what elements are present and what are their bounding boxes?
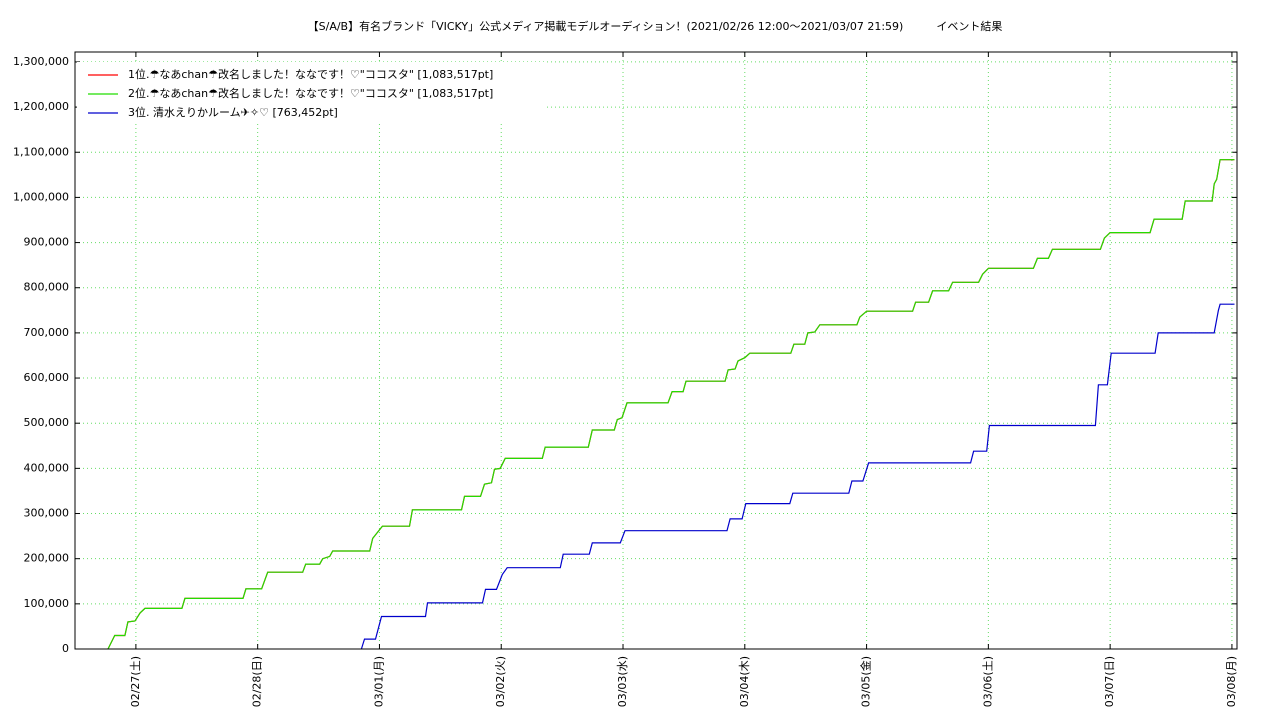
y-tick-label: 600,000 — [24, 371, 70, 384]
y-tick-label: 900,000 — [24, 236, 70, 249]
x-tick-label: 02/27(土) — [129, 656, 142, 707]
x-tick-label: 03/08(月) — [1225, 656, 1238, 707]
y-tick-label: 200,000 — [24, 552, 70, 565]
y-tick-label: 1,100,000 — [13, 145, 69, 158]
y-tick-label: 1,000,000 — [13, 190, 69, 203]
x-tick-label: 03/01(月) — [372, 656, 385, 707]
y-tick-label: 0 — [62, 642, 69, 655]
chart-title: 【S/A/B】有名ブランド「VICKY」公式メディア掲載モデルオーディション！(… — [308, 19, 1003, 33]
x-tick-label: 02/28(日) — [251, 656, 264, 707]
y-tick-label: 100,000 — [24, 597, 70, 610]
series-line — [360, 303, 1235, 650]
x-tick-label: 03/02(火) — [494, 656, 507, 707]
legend-label: 2位.☂なあchan☂改名しました！ななです！♡"ココスタ" [1,083,51… — [128, 86, 493, 100]
y-tick-label: 300,000 — [24, 507, 70, 520]
y-tick-label: 700,000 — [24, 326, 70, 339]
y-tick-label: 1,300,000 — [13, 55, 69, 68]
legend-label: 3位. 清水えりかルーム✈✧♡ [763,452pt] — [128, 105, 338, 119]
x-tick-label: 03/06(土) — [981, 656, 994, 707]
legend-box — [77, 62, 545, 124]
x-tick-label: 03/03(水) — [616, 656, 629, 707]
axes-frame — [74, 51, 1238, 650]
y-tick-label: 800,000 — [24, 281, 70, 294]
y-tick-label: 1,200,000 — [13, 100, 69, 113]
legend-label: 1位.☂なあchan☂改名しました！ななです！♡"ココスタ" [1,083,51… — [128, 67, 493, 81]
y-tick-label: 500,000 — [24, 416, 70, 429]
plot-area — [75, 52, 1237, 649]
x-tick-label: 03/07(日) — [1103, 656, 1116, 707]
x-tick-label: 03/05(金) — [859, 656, 873, 707]
y-tick-label: 400,000 — [24, 461, 70, 474]
x-tick-label: 03/04(木) — [738, 656, 751, 707]
series-line — [107, 159, 1235, 650]
